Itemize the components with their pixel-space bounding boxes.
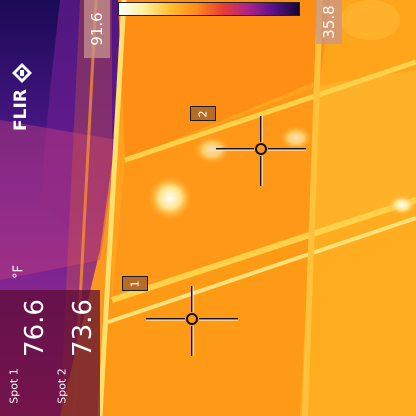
spot-readout-panel: Spot 1 76.6 Spot 2 73.6 xyxy=(0,290,100,416)
spot-2-label: Spot 2 xyxy=(55,368,69,404)
flir-logo-icon xyxy=(12,63,32,83)
scale-min-value: 35.8 xyxy=(316,0,342,44)
spot-1-marker-label: 1 xyxy=(122,276,148,291)
temperature-unit: °F xyxy=(11,265,27,279)
spot-1-value: 76.6 xyxy=(20,299,50,357)
temperature-scale-bar xyxy=(118,2,300,16)
flir-logo-text: FLIR xyxy=(11,89,31,131)
spot-2-value: 73.6 xyxy=(68,299,98,357)
spot-1-label: Spot 1 xyxy=(7,368,21,404)
spot-2-marker-label: 2 xyxy=(190,106,216,121)
scale-max-value: 91.6 xyxy=(84,0,110,58)
spot-1-crosshair-icon[interactable] xyxy=(146,286,238,356)
spot-2-crosshair-icon[interactable] xyxy=(216,116,306,186)
